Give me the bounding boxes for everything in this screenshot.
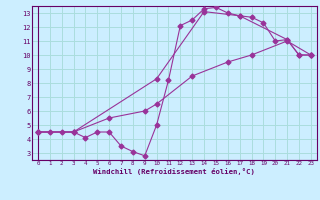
X-axis label: Windchill (Refroidissement éolien,°C): Windchill (Refroidissement éolien,°C) — [93, 168, 255, 175]
